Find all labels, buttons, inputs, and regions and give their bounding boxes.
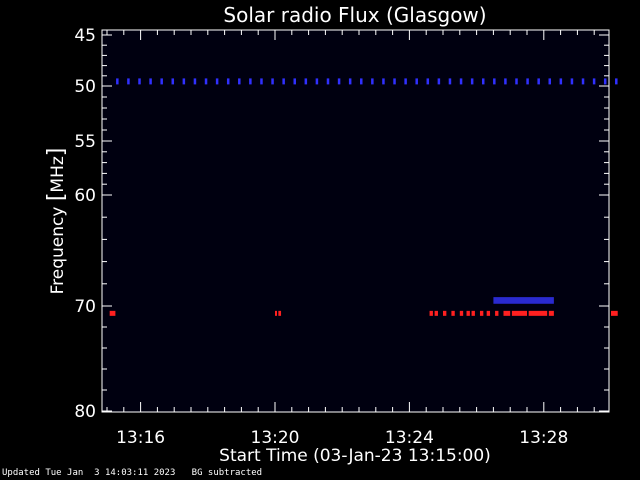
interference-mark (193, 78, 197, 85)
interference-mark (226, 78, 230, 85)
interference-mark (603, 78, 607, 85)
y-tick-label: 80 (74, 402, 96, 422)
interference-mark (426, 78, 430, 85)
y-tick-label: 60 (74, 186, 96, 206)
interference-mark (138, 78, 141, 85)
emission-segment (434, 310, 438, 316)
interference-mark (415, 78, 418, 85)
interference-mark (615, 78, 618, 85)
emission-segment (275, 310, 277, 316)
plot-background (102, 30, 609, 412)
plot-frame (101, 29, 610, 413)
interference-mark (260, 78, 263, 85)
x-tick-label: 13:24 (385, 428, 434, 448)
emission-segment (495, 310, 499, 316)
interference-mark (581, 78, 585, 85)
interference-mark (149, 78, 152, 85)
emission-segment (479, 310, 484, 316)
y-axis-label-unit: MHz (48, 156, 68, 192)
interference-mark (448, 78, 452, 85)
interference-mark (493, 78, 496, 85)
x-tick-label: 13:20 (251, 428, 300, 448)
interference-mark (204, 78, 208, 85)
interference-mark (271, 78, 274, 85)
x-tick-label: 13:28 (519, 428, 568, 448)
interference-mark (348, 78, 352, 85)
interference-mark (337, 78, 341, 85)
emission-segment (459, 310, 464, 316)
interference-mark (215, 78, 219, 85)
y-tick-label: 45 (74, 26, 96, 46)
interference-mark (481, 78, 485, 85)
interference-mark (570, 78, 574, 85)
y-axis-label-bracket-open: [ (44, 193, 69, 202)
interference-mark (459, 78, 463, 85)
interference-mark (592, 78, 596, 85)
interference-mark (238, 78, 241, 85)
interference-mark (160, 78, 163, 85)
interference-mark (548, 78, 552, 85)
interference-mark (559, 78, 563, 85)
interference-mark (470, 78, 474, 85)
chart-title: Solar radio Flux (Glasgow) (223, 3, 486, 27)
emission-segment (511, 310, 527, 316)
interference-mark (127, 78, 130, 85)
emission-segment (278, 310, 282, 316)
x-axis-label: Start Time (03-Jan-23 13:15:00) (219, 446, 491, 466)
emission-segment (443, 310, 447, 316)
interference-mark (504, 78, 507, 85)
interference-mark (360, 78, 363, 85)
emission-segment (528, 310, 548, 316)
y-tick-label: 55 (74, 132, 96, 152)
emission-segment (429, 310, 433, 316)
interference-mark (326, 78, 330, 85)
x-tick-label: 13:16 (116, 428, 165, 448)
interference-mark (315, 78, 319, 85)
emission-segment (611, 310, 618, 316)
interference-mark (437, 78, 441, 85)
interference-mark (404, 78, 407, 85)
interference-mark (393, 78, 396, 85)
interference-mark (382, 78, 385, 85)
interference-mark (282, 78, 285, 85)
updated-footer: Updated Tue Jan 3 14:03:11 2023 BG subtr… (2, 468, 263, 478)
interference-mark (171, 78, 175, 85)
interference-mark (182, 78, 186, 85)
interference-mark (249, 78, 252, 85)
interference-mark (526, 78, 529, 85)
emission-segment (471, 310, 475, 316)
faint-emission-band (493, 297, 554, 304)
emission-segment (109, 310, 116, 316)
interference-mark (116, 78, 119, 85)
emission-segment (466, 310, 470, 316)
y-axis-label-bracket-close: ] (44, 148, 69, 157)
y-tick-label: 70 (74, 297, 96, 317)
emission-segment (451, 310, 455, 316)
emission-segment (503, 310, 511, 316)
interference-mark (537, 78, 540, 85)
emission-segment (486, 310, 491, 316)
y-axis-label-text: Frequency (48, 201, 68, 294)
interference-mark (304, 78, 308, 85)
emission-segment (548, 310, 554, 316)
interference-mark (371, 78, 374, 85)
y-tick-label: 50 (74, 77, 96, 97)
y-axis-label: Frequency [MHz] (44, 148, 69, 295)
interference-mark (293, 78, 296, 85)
interference-mark (515, 78, 518, 85)
